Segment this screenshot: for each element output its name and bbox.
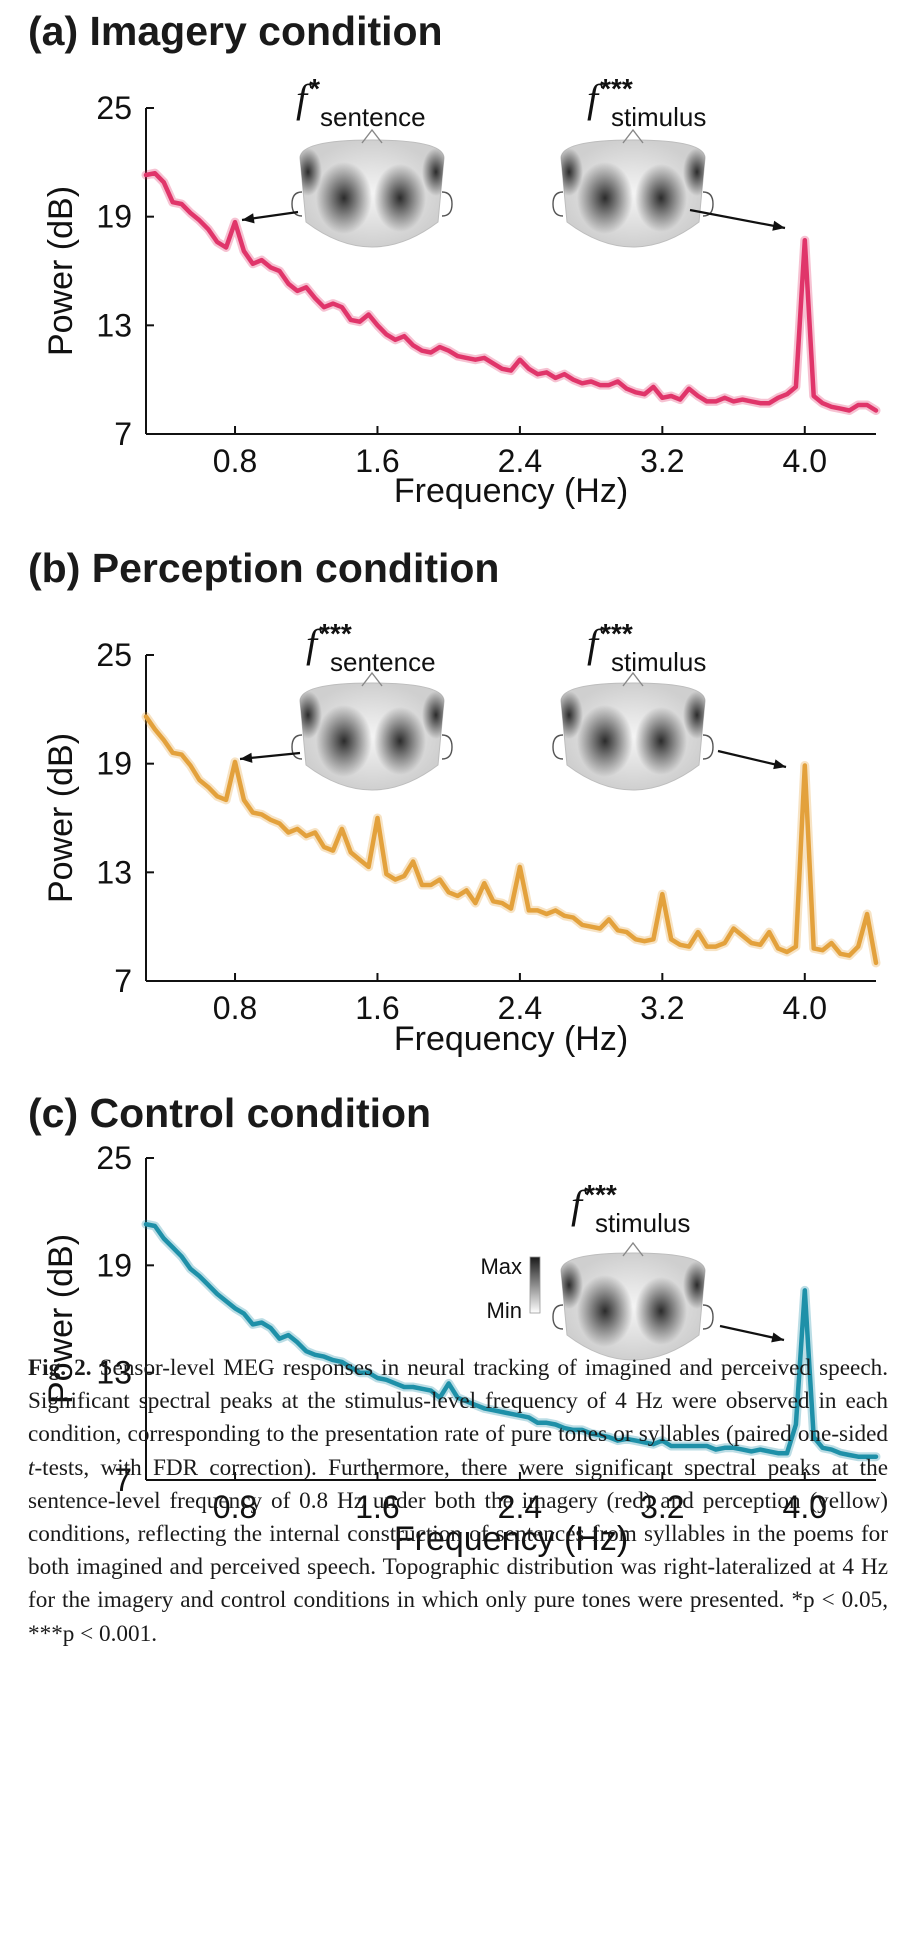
chart-imagery: 25 19 13 7 0.8 1.6 2.4 3.2 4.0 Frequency (Hz) Powe… [42, 73, 881, 510]
x-tick-label: 3.2 [640, 1489, 684, 1525]
x-tick-label: 3.2 [640, 990, 684, 1026]
series-error-band [141, 168, 881, 415]
topomap-stimulus [552, 128, 714, 248]
frequency-subscript: stimulus [611, 102, 706, 132]
frequency-subscript: sentence [320, 102, 426, 132]
x-axis-label: Frequency (Hz) [394, 1520, 628, 1558]
figure-caption: Fig. 2. Sensor-level MEG responses in ne… [28, 1352, 888, 1651]
topomap-ear-left [291, 191, 303, 217]
chart-control: 25 19 13 7 0.8 1.6 2.4 3.2 4.0 Frequency (Hz) Powe… [42, 1140, 881, 1558]
frequency-subscript: sentence [330, 647, 436, 677]
topomap-nose [622, 671, 644, 687]
significance-stars: *** [600, 73, 633, 104]
x-tick-label: 1.6 [355, 990, 399, 1026]
topomap-sentence [291, 671, 453, 791]
topomap-nose [361, 128, 383, 144]
arrow-head [240, 752, 253, 763]
arrow-line [689, 208, 786, 230]
arrow-head [771, 1332, 784, 1343]
x-tick-label: 1.6 [355, 1489, 399, 1525]
arrow-head [242, 213, 255, 224]
topomap-nose [622, 1241, 644, 1257]
y-tick-label: 7 [114, 416, 132, 452]
panel-title: (b) Perception condition [28, 545, 500, 591]
x-tick-label: 0.8 [213, 443, 257, 479]
y-tick-label: 25 [96, 90, 132, 126]
topomap-ear-right [702, 1304, 714, 1330]
y-tick-label: 13 [96, 854, 132, 890]
topomap-stimulus [552, 671, 714, 791]
y-tick-label: 13 [96, 307, 132, 343]
x-tick-label: 0.8 [213, 990, 257, 1026]
topomap-ear-left [552, 191, 564, 217]
y-tick-label: 19 [96, 199, 132, 235]
panel-control: (c) Control condition 25 19 13 7 0.8 1.6 2.4 3.… [0, 1090, 917, 1560]
arrow-head [772, 220, 785, 231]
series-line [143, 170, 879, 413]
panel-title: (a) Imagery condition [28, 8, 443, 54]
series-error-band [141, 712, 881, 968]
significance-stars: *** [319, 618, 352, 649]
caption-text: Sensor-level MEG responses in neural tra… [28, 1355, 889, 1448]
significance-stars: *** [600, 618, 633, 649]
frequency-annotation: f*sentence [296, 73, 426, 132]
panel-perception: (b) Perception condition 25 19 13 7 0.8 1.6 2.… [0, 545, 917, 1065]
x-tick-label: 1.6 [355, 443, 399, 479]
colorbar-min-label: Min [487, 1298, 522, 1323]
panel-title: (c) Control condition [28, 1090, 432, 1136]
x-axis-label: Frequency (Hz) [394, 472, 628, 510]
x-tick-label: 4.0 [783, 443, 827, 479]
x-tick-label: 0.8 [213, 1489, 257, 1525]
y-tick-label: 25 [96, 637, 132, 673]
topomap-ear-right [441, 734, 453, 760]
caption-significance-1: *p < 0.05, [791, 1587, 889, 1614]
topomap-ear-left [291, 734, 303, 760]
topomap-ear-left [552, 734, 564, 760]
significance-stars: * [309, 73, 320, 104]
topomap-stimulus [552, 1241, 714, 1361]
y-tick-label: 19 [96, 1247, 132, 1283]
frequency-annotation: f*** stimulus [587, 73, 706, 132]
y-axis-label: Power (dB) [42, 186, 80, 356]
y-tick-label: 25 [96, 1140, 132, 1176]
topomap-nose [622, 128, 644, 144]
y-tick-label: 19 [96, 746, 132, 782]
colorbar [529, 1256, 541, 1314]
colorbar-max-label: Max [480, 1254, 522, 1279]
y-tick-label: 13 [96, 1355, 132, 1391]
topomap-ear-right [702, 191, 714, 217]
topomap-nose [361, 671, 383, 687]
topomap-ear-right [441, 191, 453, 217]
frequency-subscript: stimulus [595, 1208, 690, 1238]
x-tick-label: 2.4 [498, 990, 542, 1026]
x-tick-label: 3.2 [640, 443, 684, 479]
y-axis-label: Power (dB) [42, 733, 80, 903]
y-tick-label: 7 [114, 1462, 132, 1498]
topomap-ear-right [702, 734, 714, 760]
frequency-annotation: f*** stimulus [587, 618, 706, 677]
x-axis-label: Frequency (Hz) [394, 1020, 628, 1058]
topomap-ear-left [552, 1304, 564, 1330]
y-axis-label: Power (dB) [42, 1234, 80, 1404]
x-tick-label: 2.4 [498, 1489, 542, 1525]
y-tick-label: 7 [114, 963, 132, 999]
series-line [143, 1221, 879, 1459]
caption-text-2: -tests, with FDR correction). Furthermor… [28, 1454, 888, 1614]
frequency-annotation: f*** sentence [306, 618, 436, 677]
x-tick-label: 2.4 [498, 443, 542, 479]
figure-label: Fig. 2. [28, 1355, 92, 1381]
frequency-subscript: stimulus [611, 647, 706, 677]
chart-perception: 25 19 13 7 0.8 1.6 2.4 3.2 4.0 Frequency (Hz) Powe… [42, 618, 881, 1058]
caption-t-italic: t [28, 1454, 35, 1481]
frequency-annotation: f*** stimulus [571, 1179, 690, 1238]
significance-stars: *** [584, 1179, 617, 1210]
series-line [143, 714, 879, 966]
topomap-sentence [291, 128, 453, 248]
x-tick-label: 4.0 [783, 990, 827, 1026]
panel-imagery: (a) Imagery condition 25 19 13 7 0.8 1.6 2.4 3.… [0, 0, 917, 520]
arrow-head [773, 759, 786, 770]
caption-significance-2: ***p < 0.001. [28, 1620, 158, 1647]
x-tick-label: 4.0 [783, 1489, 827, 1525]
